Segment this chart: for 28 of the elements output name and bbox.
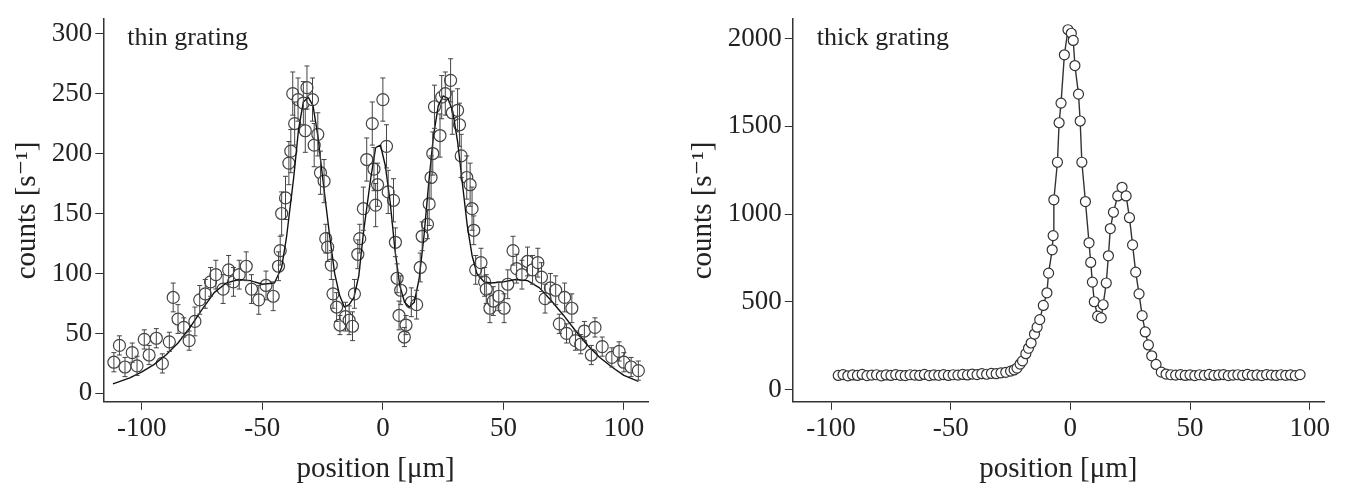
y-tick-label: 1000 [727,197,782,228]
x-tick-label: 50 [1176,412,1204,443]
y-tick-label: 2000 [727,21,782,52]
y-tick-label: 150 [51,196,93,227]
y-tick-label: 1500 [727,109,782,140]
x-axis-title: position [μm] [296,451,455,484]
y-axis-title: counts [s⁻¹] [685,141,718,280]
chart-title: thick grating [816,22,949,52]
y-tick-label: 50 [65,316,93,347]
x-tick-label: -100 [806,412,856,443]
y-axis-title: counts [s⁻¹] [9,141,42,280]
x-tick-label: 100 [1289,412,1330,443]
chart-title: thin grating [127,22,248,52]
x-tick-label: -50 [932,412,969,443]
y-tick-label: 100 [51,256,93,287]
x-axis-title: position [μm] [979,451,1138,484]
y-tick-label: 250 [51,76,93,107]
y-tick-label: 300 [51,16,93,47]
x-tick-label: 100 [603,412,645,443]
y-tick-label: 200 [51,136,93,167]
y-tick-label: 500 [741,284,782,315]
x-tick-label: -100 [117,412,167,443]
x-tick-label: 0 [376,412,390,443]
x-tick-label: -50 [244,412,281,443]
x-tick-label: 50 [489,412,517,443]
y-tick-label: 0 [768,372,782,403]
y-tick-label: 0 [78,376,93,407]
x-tick-label: 0 [1063,412,1078,443]
